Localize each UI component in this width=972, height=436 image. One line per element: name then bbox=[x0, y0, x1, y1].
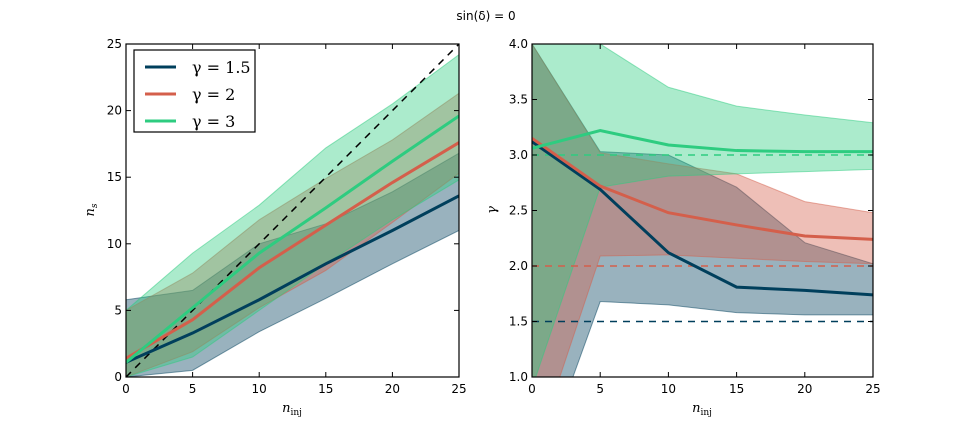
right-x-axis-label: ninj bbox=[692, 401, 712, 418]
legend-box bbox=[133, 49, 256, 133]
legend-label-1: γ = 1.5 bbox=[192, 58, 251, 77]
y-tick-label: 3.0 bbox=[509, 148, 528, 162]
x-tick-label: 25 bbox=[865, 382, 880, 396]
left-y-axis-label: ns bbox=[83, 203, 100, 216]
right-y-axis-label: γ bbox=[485, 206, 500, 214]
y-tick-label: 20 bbox=[107, 104, 122, 118]
y-tick-label: 1.5 bbox=[509, 315, 528, 329]
y-tick-label: 5 bbox=[114, 303, 122, 317]
identity-reference-line bbox=[126, 44, 459, 377]
right-series-line-2 bbox=[532, 137, 873, 241]
x-tick-label: 10 bbox=[661, 382, 676, 396]
x-tick-label: 25 bbox=[451, 382, 466, 396]
left-axes-frame bbox=[125, 43, 460, 378]
x-tick-label: 15 bbox=[729, 382, 744, 396]
right-band-2 bbox=[532, 44, 873, 377]
left-series-line-1 bbox=[126, 194, 459, 364]
left-series-line-2 bbox=[126, 141, 459, 360]
legend-label-2: γ = 2 bbox=[192, 85, 235, 104]
y-tick-label: 25 bbox=[107, 37, 122, 51]
x-tick-label: 0 bbox=[122, 382, 130, 396]
x-tick-label: 0 bbox=[528, 382, 536, 396]
x-tick-label: 5 bbox=[189, 382, 197, 396]
right-panel: 0 5 10 15 20 25 1.0 1.5 2.0 2.5 3.0 3.5 4.0 ninj γ bbox=[485, 37, 881, 418]
figure-suptitle: sin(δ) = 0 bbox=[456, 9, 515, 23]
y-tick-label: 1.0 bbox=[509, 370, 528, 384]
x-tick-label: 20 bbox=[385, 382, 400, 396]
x-tick-label: 20 bbox=[797, 382, 812, 396]
y-tick-label: 3.5 bbox=[509, 93, 528, 107]
y-tick-label: 4.0 bbox=[509, 37, 528, 51]
y-tick-label: 15 bbox=[107, 170, 122, 184]
left-series-line-3 bbox=[126, 114, 459, 364]
x-tick-label: 5 bbox=[596, 382, 604, 396]
legend-label-3: γ = 3 bbox=[192, 112, 235, 131]
right-series-line-3 bbox=[532, 129, 873, 154]
x-tick-label: 15 bbox=[318, 382, 333, 396]
right-series-line-1 bbox=[532, 140, 873, 297]
y-tick-label: 2.0 bbox=[509, 259, 528, 273]
y-tick-label: 0 bbox=[114, 370, 122, 384]
left-band-3 bbox=[126, 54, 459, 377]
legend: γ = 1.5 γ = 2 γ = 3 bbox=[133, 49, 256, 133]
left-x-axis-label: ninj bbox=[282, 401, 302, 418]
x-tick-label: 10 bbox=[252, 382, 267, 396]
y-tick-label: 2.5 bbox=[509, 204, 528, 218]
y-tick-label: 10 bbox=[107, 237, 122, 251]
